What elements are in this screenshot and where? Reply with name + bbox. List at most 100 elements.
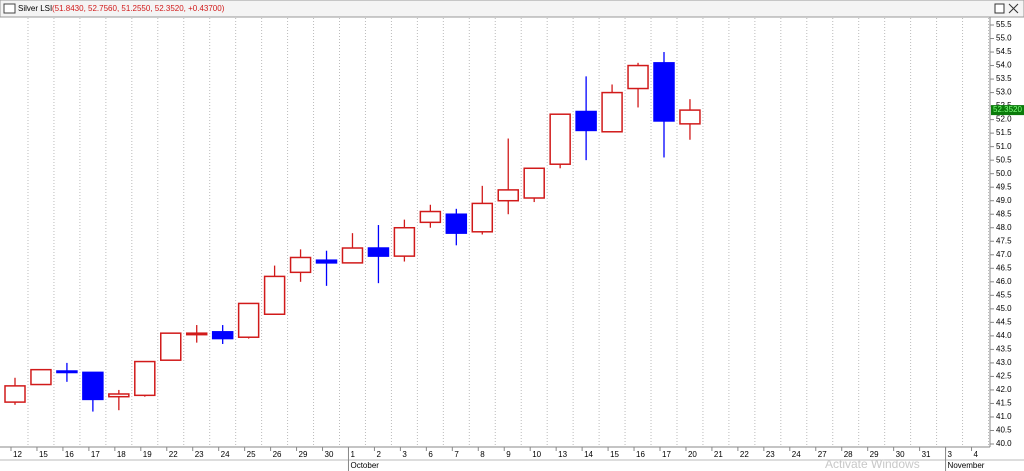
- close-button[interactable]: [1008, 3, 1019, 14]
- x-tick-label: 7: [454, 450, 459, 459]
- x-tick-label: 27: [818, 450, 827, 459]
- x-tick-label: 15: [39, 450, 48, 459]
- watermark: Activate Windows: [825, 457, 920, 471]
- candle-body: [679, 109, 701, 125]
- y-tick-label: 53.0: [996, 88, 1012, 97]
- candle-body: [549, 113, 571, 165]
- y-tick-label: 41.0: [996, 412, 1012, 421]
- candle-body: [393, 226, 416, 257]
- x-tick-label: 6: [428, 450, 433, 459]
- y-tick-label: 46.0: [996, 277, 1012, 286]
- candle-body: [497, 189, 519, 202]
- candle-body: [315, 259, 338, 264]
- x-tick-label: 1: [350, 450, 355, 459]
- window-icon: [3, 3, 16, 14]
- candle-body: [627, 64, 649, 90]
- x-tick-label: 13: [558, 450, 567, 459]
- y-tick-label: 45.0: [996, 304, 1012, 313]
- x-tick-label: 22: [740, 450, 749, 459]
- month-label: October: [350, 461, 379, 470]
- x-tick-label: 23: [766, 450, 775, 459]
- y-tick-label: 47.5: [996, 236, 1012, 245]
- x-tick-label: 30: [896, 450, 905, 459]
- x-tick-label: 25: [247, 450, 256, 459]
- x-tick-label: 3: [402, 450, 407, 459]
- candle-body: [523, 167, 545, 199]
- candle-body: [237, 302, 260, 338]
- y-tick-label: 52.0: [996, 115, 1012, 124]
- chart-title: Silver LSI: [18, 4, 52, 13]
- candle-body: [471, 202, 494, 233]
- x-tick-label: 12: [13, 450, 22, 459]
- candle-body: [289, 256, 312, 274]
- x-tick-label: 3: [948, 450, 953, 459]
- candle-body: [134, 360, 156, 397]
- candle-body: [263, 275, 286, 315]
- candle-body: [82, 371, 104, 401]
- candle-body: [367, 247, 390, 257]
- x-tick-label: 9: [506, 450, 511, 459]
- y-tick-label: 44.0: [996, 331, 1012, 340]
- y-tick-label: 50.0: [996, 169, 1012, 178]
- candle-body: [419, 210, 442, 224]
- month-label: November: [948, 461, 985, 470]
- x-tick-label: 15: [610, 450, 619, 459]
- x-tick-label: 10: [532, 450, 541, 459]
- last-value-box: [991, 105, 1024, 116]
- x-tick-label: 16: [636, 450, 645, 459]
- candle-body: [601, 91, 623, 133]
- y-tick-label: 53.5: [996, 74, 1012, 83]
- title-bar: [0, 0, 1024, 18]
- x-tick-label: 17: [91, 450, 100, 459]
- y-tick-label: 48.5: [996, 209, 1012, 218]
- x-tick-label: 26: [273, 450, 282, 459]
- x-tick-label: 21: [714, 450, 723, 459]
- candle-body: [211, 331, 234, 340]
- maximize-button[interactable]: [994, 3, 1005, 14]
- x-tick-label: 29: [870, 450, 879, 459]
- y-tick-label: 41.5: [996, 399, 1012, 408]
- y-tick-label: 48.0: [996, 223, 1012, 232]
- y-tick-label: 49.0: [996, 196, 1012, 205]
- candle-body: [341, 247, 364, 264]
- x-tick-label: 18: [117, 450, 126, 459]
- y-tick-label: 43.0: [996, 358, 1012, 367]
- y-tick-label: 40.0: [996, 439, 1012, 448]
- y-tick-label: 50.5: [996, 155, 1012, 164]
- x-tick-label: 30: [325, 450, 334, 459]
- x-tick-label: 29: [299, 450, 308, 459]
- y-tick-label: 40.5: [996, 426, 1012, 435]
- x-tick-label: 17: [662, 450, 671, 459]
- x-tick-label: 23: [195, 450, 204, 459]
- y-tick-label: 43.5: [996, 344, 1012, 353]
- x-tick-label: 4: [974, 450, 979, 459]
- y-tick-label: 47.0: [996, 250, 1012, 259]
- y-tick-label: 42.0: [996, 385, 1012, 394]
- x-tick-label: 31: [922, 450, 931, 459]
- candle-body: [445, 213, 468, 234]
- chart-subtitle: (51.8430, 52.7560, 51.2550, 52.3520, +0.…: [52, 4, 225, 13]
- x-tick-label: 24: [792, 450, 801, 459]
- x-tick-label: 28: [844, 450, 853, 459]
- x-tick-label: 8: [480, 450, 485, 459]
- x-tick-label: 14: [584, 450, 593, 459]
- y-tick-label: 46.5: [996, 263, 1012, 272]
- x-tick-label: 16: [65, 450, 74, 459]
- x-tick-label: 2: [376, 450, 381, 459]
- x-tick-label: 24: [221, 450, 230, 459]
- candle-body: [4, 385, 26, 403]
- candle-body: [653, 62, 675, 122]
- y-tick-label: 54.0: [996, 61, 1012, 70]
- y-tick-label: 51.0: [996, 142, 1012, 151]
- y-tick-label: 42.5: [996, 372, 1012, 381]
- y-tick-label: 45.5: [996, 290, 1012, 299]
- candle-body: [56, 370, 78, 374]
- candle-body: [160, 332, 182, 361]
- y-tick-label: 49.5: [996, 182, 1012, 191]
- candle-body: [30, 368, 52, 386]
- candle-body: [108, 393, 130, 398]
- y-tick-label: 55.0: [996, 34, 1012, 43]
- x-tick-label: 19: [143, 450, 152, 459]
